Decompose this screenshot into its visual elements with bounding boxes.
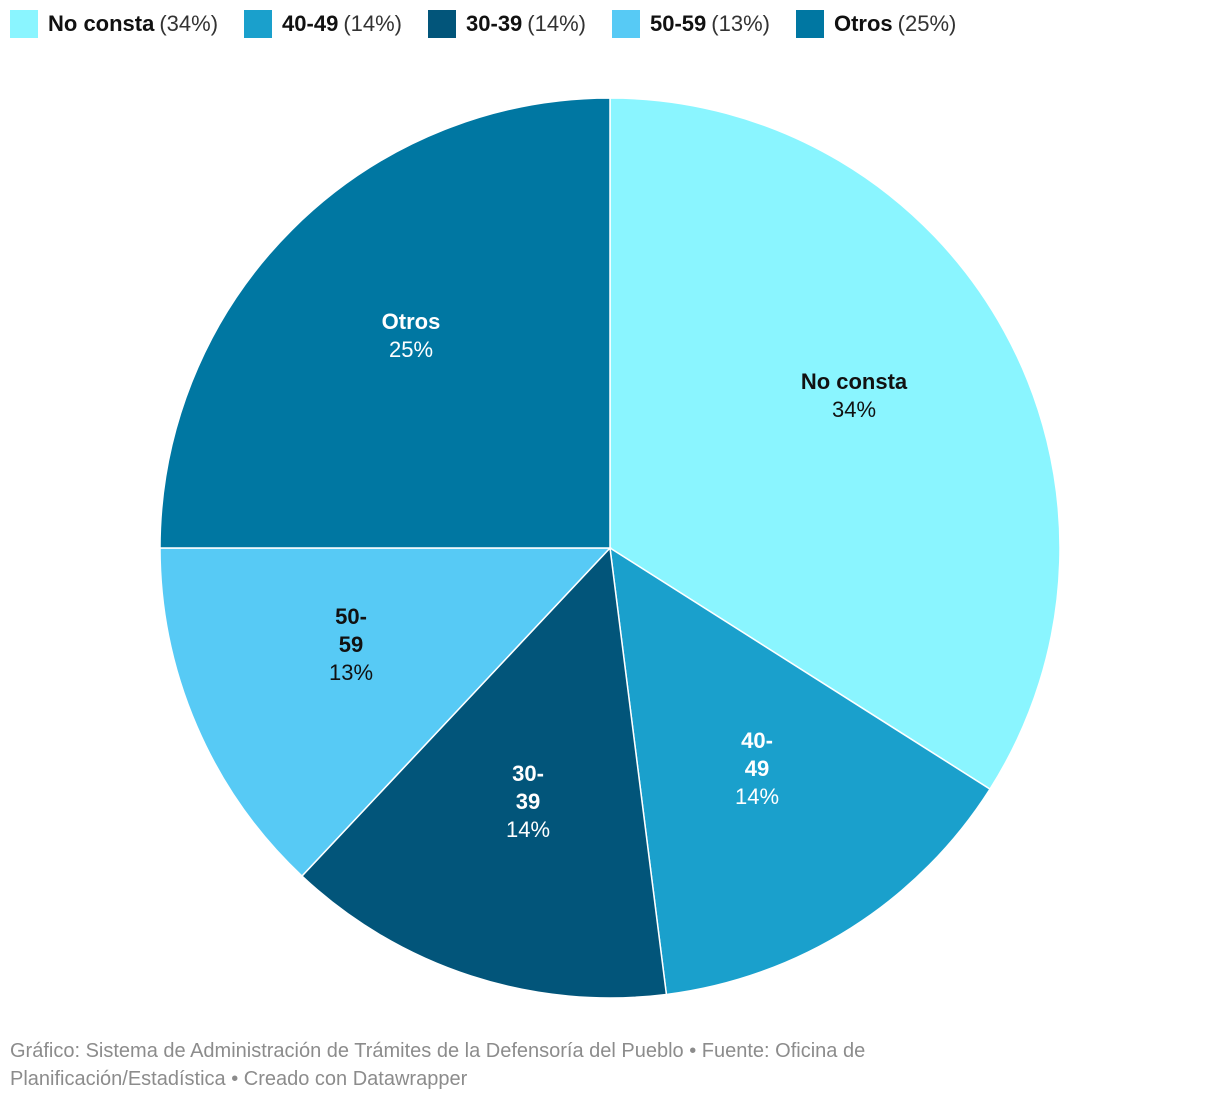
legend-item-30-39: 30-39 (14%) [428,10,586,38]
slice-name-label: 50- [335,604,367,629]
slice-label-no-consta: No consta 34% [801,369,908,422]
slice-name-label: 39 [516,789,540,814]
pie-slice-30-39 [300,546,668,999]
slice-label-50-59: 50- 59 13% [329,604,373,685]
slice-percent-label: 34% [832,397,876,422]
pie-slice-no-consta [609,97,1061,791]
legend-percent: (25%) [897,11,957,36]
legend-item-40-49: 40-49 (14%) [244,10,402,38]
legend-item-no-consta: No consta (34%) [10,10,218,38]
slice-label-otros: Otros 25% [382,309,441,362]
legend-item-otros: Otros (25%) [795,10,957,38]
legend-percent: (14%) [343,11,403,36]
chart-legend: No consta (34%) 40-49 (14%) 30-39 (14%) … [10,8,982,40]
legend-label: 30-39 [466,11,523,36]
slice-label-30-39: 30- 39 14% [506,761,550,842]
legend-swatch-30-39 [428,10,457,38]
slice-percent-label: 13% [329,660,373,685]
pie-chart: No consta 34% 40- 49 14% 30- 39 14% 50- 59 13% Otro… [159,97,1061,999]
legend-item-50-59: 50-59 (13%) [611,10,770,38]
legend-label: 50-59 [649,11,707,36]
pie-slice-otros [159,97,611,549]
legend-label: 40-49 [282,11,339,36]
slice-percent-label: 14% [735,784,779,809]
legend-percent: (14%) [527,11,586,36]
slice-percent-label: 14% [506,817,550,842]
slice-name-label: No consta [801,369,908,394]
slice-name-label: 59 [339,632,363,657]
slice-label-40-49: 40- 49 14% [735,728,779,809]
legend-percent: (34%) [159,11,219,36]
slice-name-label: 49 [745,756,769,781]
pie-slice-50-59 [159,547,612,878]
slice-percent-label: 25% [389,337,433,362]
legend-swatch-otros [795,10,824,38]
legend-swatch-40-49 [244,10,273,38]
slice-name-label: Otros [382,309,441,334]
chart-footer-credits: Gráfico: Sistema de Administración de Tr… [10,1040,866,1090]
legend-swatch-no-consta [10,10,38,38]
legend-percent: (13%) [711,11,770,36]
pie-slice-40-49 [609,546,991,996]
legend-label: Otros [833,11,893,36]
legend-swatch-50-59 [611,10,640,38]
legend-label: No consta [48,11,155,36]
slice-name-label: 30- [512,761,544,786]
slice-name-label: 40- [741,728,773,753]
